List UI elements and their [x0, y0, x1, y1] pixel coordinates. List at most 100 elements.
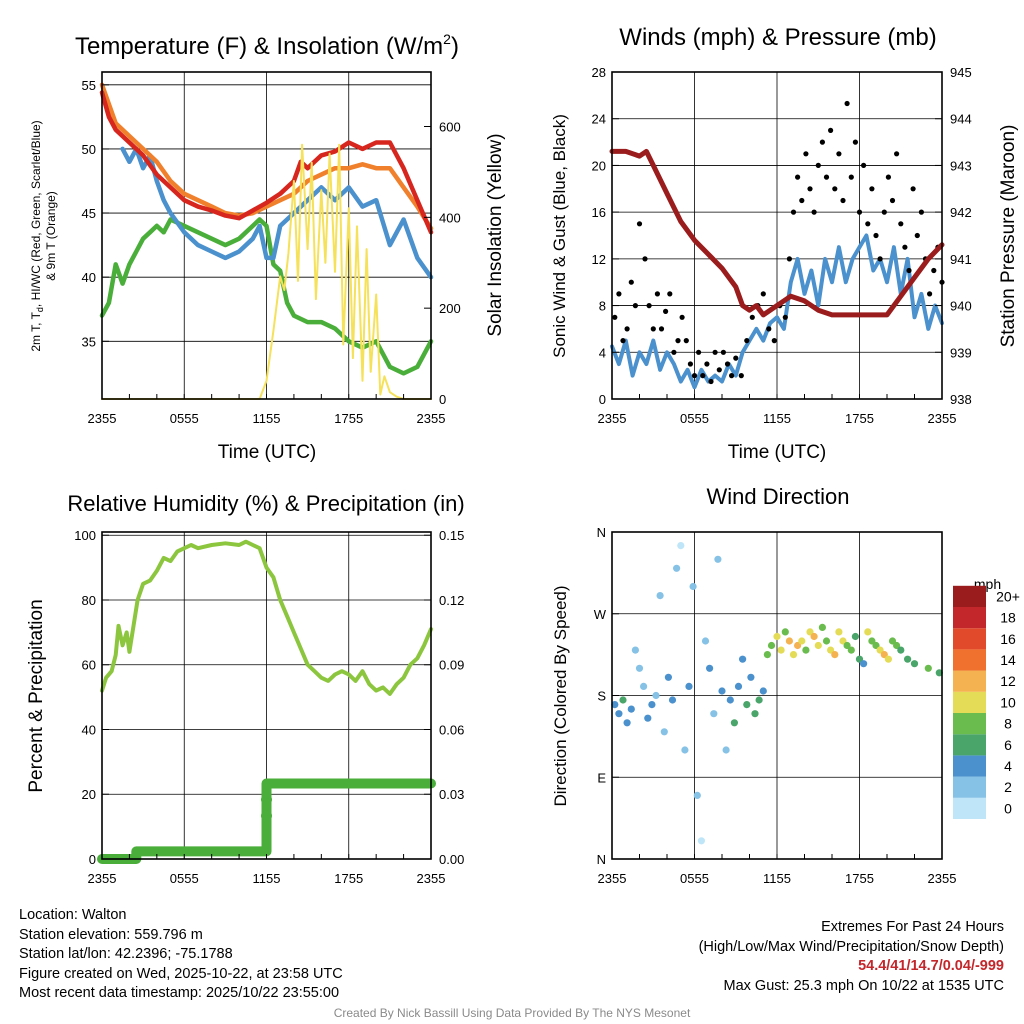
direction-point: [697, 837, 706, 845]
winds-gust-point: [650, 326, 656, 332]
direction-point: [777, 646, 785, 654]
direction-point: [747, 673, 755, 681]
direction-point: [726, 696, 734, 704]
direction-point: [619, 696, 627, 704]
temperature-ytick-label: 35: [82, 334, 96, 349]
humidity-xtick-label: 1755: [334, 871, 363, 886]
direction-ytick-label: W: [594, 607, 607, 622]
direction-point: [689, 582, 697, 591]
direction-point: [935, 669, 943, 677]
winds-gust-point: [642, 256, 648, 262]
direction-point: [664, 673, 673, 681]
winds-title: Winds (mph) & Pressure (mb): [619, 24, 936, 51]
winds-xtick-label: 1155: [763, 411, 791, 426]
colorbar-swatch: [953, 585, 986, 607]
winds-gust-point: [894, 151, 900, 157]
winds-series-pressure: [609, 148, 945, 318]
winds-y2tick-label: 941: [950, 252, 972, 267]
colorbar-label: 12: [1000, 673, 1016, 689]
winds-gust-point: [836, 151, 842, 157]
created-text: Figure created on Wed, 2025-10-22, at 23…: [19, 965, 343, 982]
temperature-series-2m-t: [99, 90, 434, 235]
direction-point: [814, 641, 822, 650]
temperature-xtick-label: 1755: [334, 411, 363, 426]
winds-gust-point: [628, 279, 634, 285]
humidity-ytick-label: 60: [82, 658, 96, 673]
direction-point: [789, 651, 798, 659]
winds-y2tick-label: 944: [950, 112, 972, 127]
winds-gust-point: [828, 127, 834, 133]
direction-point: [615, 710, 623, 718]
credit-text: Created By Nick Bassill Using Data Provi…: [333, 1006, 691, 1020]
direction-title: Wind Direction: [706, 484, 849, 509]
direction-point: [876, 646, 884, 654]
colorbar-label: 4: [1004, 758, 1012, 774]
winds-xlabel: Time (UTC): [728, 442, 827, 463]
direction-point: [827, 646, 835, 654]
direction-point: [751, 710, 759, 718]
temperature-xtick-label: 2355: [88, 411, 117, 426]
colorbar-label: 8: [1004, 716, 1012, 732]
direction-point: [677, 542, 685, 550]
winds-gust-point: [786, 256, 793, 262]
direction-point: [851, 632, 860, 641]
direction-point: [714, 555, 722, 563]
direction-point: [785, 637, 794, 645]
humidity-y2tick-label: 0.00: [439, 852, 464, 867]
humidity-xtick-label: 2355: [417, 871, 446, 886]
temperature-panel: Temperature (F) & Insolation (W/m2) 2355…: [29, 31, 506, 463]
winds-gust-point: [848, 174, 854, 180]
temperature-ytick-label: 50: [82, 142, 96, 157]
winds-gust-point: [632, 303, 639, 309]
winds-ytick-label: 12: [592, 252, 606, 267]
direction-point: [802, 646, 810, 654]
direction-point: [794, 641, 802, 650]
direction-point: [648, 701, 656, 709]
winds-gust-point: [616, 291, 622, 297]
temperature-y2tick-label: 600: [439, 120, 461, 135]
winds-gust-point: [691, 373, 698, 379]
winds-gust-point: [612, 314, 618, 320]
direction-point: [904, 655, 912, 663]
direction-point: [681, 746, 689, 754]
humidity-panel: Relative Humidity (%) & Precipitation (i…: [26, 491, 465, 886]
direction-point: [835, 628, 843, 636]
winds-panel: Winds (mph) & Pressure (mb) 2355 0555 1155…: [550, 24, 1019, 463]
winds-xtick-label: 2355: [598, 411, 627, 426]
winds-gust-point: [679, 314, 685, 320]
direction-point: [656, 592, 664, 600]
direction-point: [755, 696, 763, 704]
winds-y2tick-label: 938: [950, 392, 972, 407]
max-gust-text: Max Gust: 25.3 mph On 10/22 at 1535 UTC: [723, 977, 1004, 994]
direction-point: [652, 691, 660, 700]
winds-gust-point: [898, 221, 904, 227]
winds-gust-point: [687, 361, 694, 367]
winds-y2tick-label: 939: [950, 345, 972, 360]
winds-gust-point: [815, 162, 821, 168]
direction-ytick-label: E: [597, 770, 606, 785]
winds-gust-point: [683, 338, 689, 344]
winds-gust-point: [819, 139, 826, 145]
colorbar-label: 0: [1004, 800, 1012, 816]
humidity-y2tick-label: 0.12: [439, 593, 464, 608]
temperature-ylabel-left-line2: & 9m T (Orange): [44, 191, 58, 281]
direction-ytick-label: N: [597, 852, 606, 867]
direction-point: [693, 791, 701, 800]
direction-ytick-label: N: [597, 525, 606, 540]
winds-gust-point: [844, 100, 850, 107]
direction-point: [644, 714, 652, 722]
winds-gust-point: [889, 197, 896, 204]
winds-ytick-label: 0: [599, 392, 606, 407]
colorbar-label: 2: [1004, 779, 1012, 795]
winds-gust-point: [738, 373, 744, 379]
direction-point: [864, 628, 872, 636]
winds-gust-point: [877, 256, 883, 262]
humidity-ytick-label: 20: [82, 787, 96, 802]
winds-gust-point: [811, 209, 817, 215]
humidity-ytick-label: 0: [89, 852, 96, 867]
direction-point: [734, 682, 743, 691]
colorbar-swatch: [953, 755, 986, 777]
colorbar-swatch: [953, 734, 986, 756]
temperature-series-td: [99, 217, 434, 376]
winds-gust-point: [696, 349, 702, 355]
